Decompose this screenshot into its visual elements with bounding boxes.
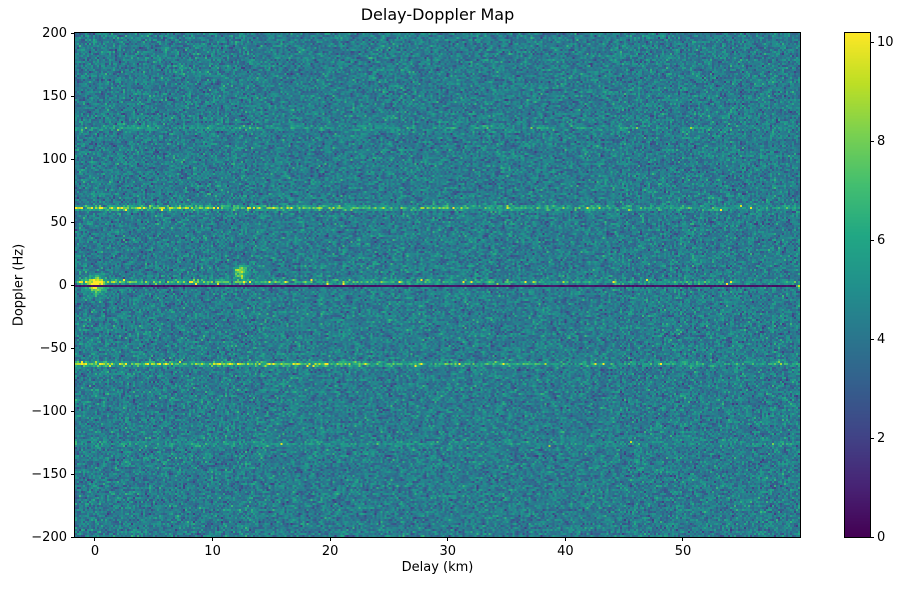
- x-tick-mark: [329, 537, 331, 541]
- x-tick-label: 10: [204, 544, 221, 559]
- colorbar-tick-label: 0: [877, 529, 886, 545]
- colorbar-tick-mark: [870, 437, 874, 439]
- y-tick-mark: [71, 536, 75, 538]
- y-tick-label: 0: [58, 277, 67, 293]
- y-tick-label: 150: [42, 88, 67, 104]
- colorbar-tick-label: 4: [877, 331, 886, 347]
- colorbar-tick-label: 6: [877, 233, 886, 249]
- x-tick-label: 50: [674, 544, 692, 559]
- y-tick-mark: [71, 32, 75, 34]
- chart-title: Delay-Doppler Map: [360, 5, 515, 24]
- x-tick-label: 20: [321, 544, 339, 559]
- x-tick-mark: [212, 537, 214, 541]
- y-tick-label: −200: [31, 529, 67, 545]
- x-tick-mark: [682, 537, 684, 541]
- colorbar-tick-label: 8: [877, 134, 886, 150]
- x-tick-mark: [94, 537, 96, 541]
- colorbar-tick-label: 10: [877, 35, 894, 51]
- y-tick-mark: [71, 473, 75, 475]
- x-tick-mark: [564, 537, 566, 541]
- colorbar-tick-mark: [870, 42, 874, 44]
- x-tick-label: 0: [90, 544, 100, 559]
- y-tick-mark: [71, 347, 75, 349]
- x-tick-mark: [447, 537, 449, 541]
- y-tick-mark: [71, 410, 75, 412]
- colorbar-tick-mark: [870, 536, 874, 538]
- y-tick-label: 100: [42, 151, 67, 167]
- colorbar-tick-mark: [870, 141, 874, 143]
- y-tick-label: −50: [39, 340, 67, 356]
- colorbar-tick-label: 2: [877, 430, 886, 446]
- y-tick-mark: [71, 95, 75, 97]
- colorbar: [844, 32, 871, 538]
- x-tick-label: 30: [439, 544, 457, 559]
- y-tick-label: −150: [31, 466, 67, 482]
- colorbar-gradient: [845, 33, 870, 537]
- x-tick-label: 40: [557, 544, 574, 559]
- plot-area: [74, 32, 801, 538]
- x-axis-label: Delay (km): [401, 560, 474, 575]
- y-tick-label: −100: [31, 403, 67, 419]
- colorbar-tick-mark: [870, 338, 874, 340]
- y-tick-mark: [71, 284, 75, 286]
- y-tick-mark: [71, 158, 75, 160]
- y-tick-mark: [71, 221, 75, 223]
- y-tick-label: 200: [42, 25, 67, 41]
- y-tick-label: 50: [50, 214, 67, 230]
- heatmap-canvas: [75, 33, 800, 537]
- colorbar-tick-mark: [870, 240, 874, 242]
